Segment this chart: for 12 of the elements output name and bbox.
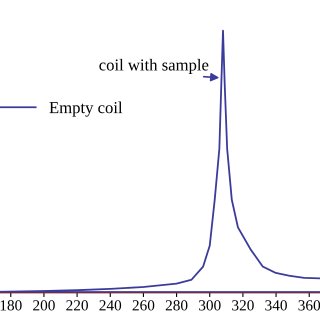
x-tick-label: 180 [0, 300, 22, 310]
x-tick-label: 320 [232, 300, 254, 310]
x-tick-label: 260 [132, 300, 154, 310]
annotation: coil with sample [99, 58, 208, 74]
x-tick-label: 240 [99, 300, 122, 310]
legend-label: Empty coil [49, 102, 122, 117]
x-tick-label: 280 [166, 300, 188, 310]
x-tick-label: 200 [33, 300, 55, 310]
x-tick-label: 360 [298, 300, 320, 310]
x-tick-label: 220 [66, 300, 88, 310]
x-tick-label: 300 [199, 300, 221, 310]
x-tick-label: 340 [265, 300, 287, 310]
